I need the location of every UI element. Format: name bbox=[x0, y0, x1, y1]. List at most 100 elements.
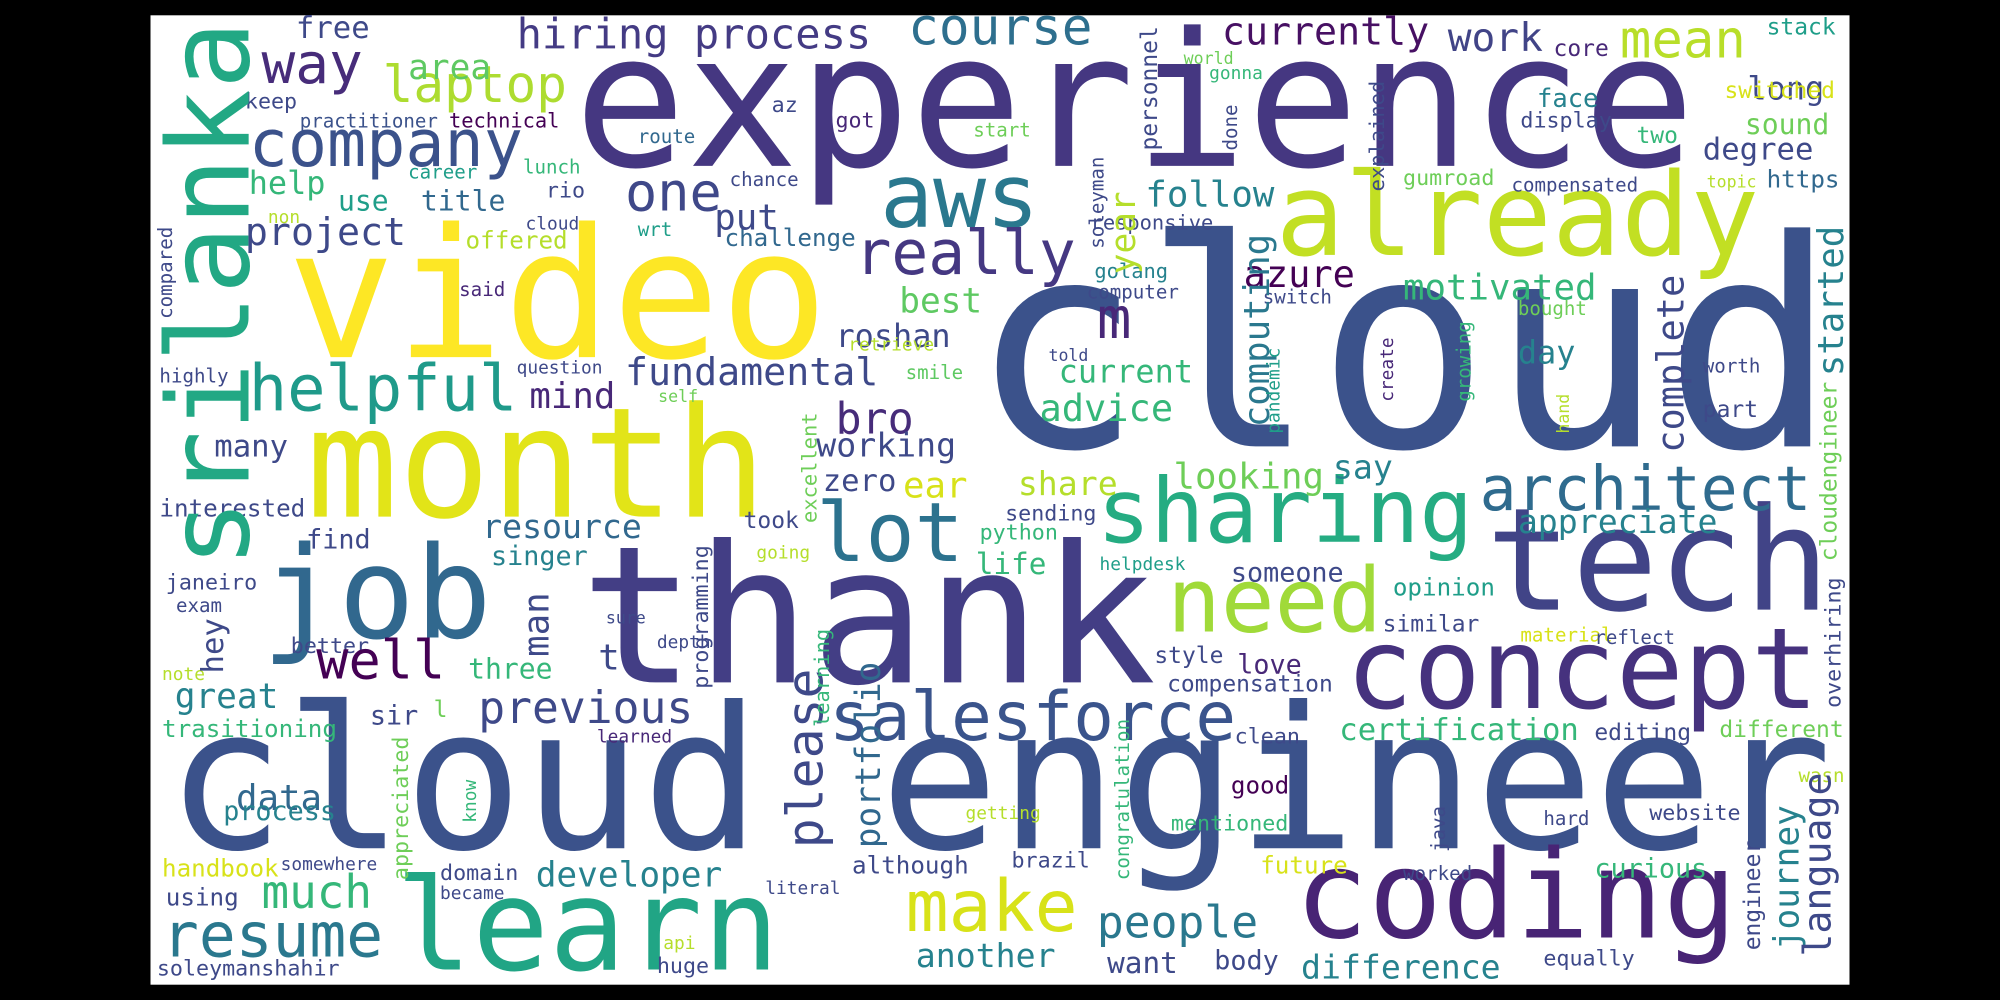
word: one bbox=[625, 160, 722, 223]
word: gumroad bbox=[1403, 166, 1494, 191]
word: work bbox=[1448, 15, 1543, 61]
word: compensation bbox=[1167, 671, 1333, 697]
word: singer bbox=[491, 541, 588, 572]
word: m bbox=[1097, 285, 1132, 352]
word: lot bbox=[816, 486, 963, 581]
word: compensated bbox=[1511, 173, 1638, 196]
word: switch bbox=[1263, 286, 1332, 309]
word: sound bbox=[1745, 108, 1829, 141]
word: love bbox=[1237, 649, 1301, 680]
word: somewhere bbox=[281, 854, 378, 875]
word: janeiro bbox=[166, 570, 257, 595]
word: helpdesk bbox=[1099, 554, 1185, 575]
word: appreciated bbox=[389, 737, 414, 881]
word: aws bbox=[880, 145, 1039, 248]
word: want bbox=[1107, 946, 1178, 980]
word: cloud bbox=[526, 214, 580, 235]
word: editing bbox=[1594, 720, 1691, 746]
word: technical bbox=[449, 109, 560, 133]
word: bro bbox=[835, 395, 913, 445]
word: future bbox=[1260, 852, 1348, 880]
word: great bbox=[175, 677, 279, 717]
word: congratulation bbox=[1111, 719, 1134, 880]
word: azure bbox=[1244, 253, 1355, 296]
word: roshan bbox=[835, 317, 950, 355]
word: engineer bbox=[1740, 840, 1766, 950]
word: free bbox=[296, 11, 370, 46]
word: chance bbox=[730, 168, 799, 191]
word: challenge bbox=[724, 224, 855, 252]
word: stack bbox=[1767, 14, 1836, 40]
word: man bbox=[516, 592, 557, 656]
word: people bbox=[1097, 896, 1258, 948]
word: learn bbox=[395, 852, 779, 1000]
word: data bbox=[236, 778, 322, 819]
canvas bbox=[150, 15, 1850, 985]
word: share bbox=[1018, 464, 1118, 503]
word: compared bbox=[154, 227, 177, 319]
word: concept bbox=[1346, 605, 1819, 735]
word: video bbox=[287, 191, 828, 400]
word: create bbox=[1377, 337, 1398, 401]
word: literal bbox=[765, 878, 840, 899]
word: make bbox=[906, 865, 1078, 948]
word: route bbox=[638, 125, 696, 148]
word: working bbox=[816, 426, 956, 465]
word: architect bbox=[1480, 454, 1812, 525]
word: rio bbox=[546, 179, 585, 204]
word: explained bbox=[1365, 81, 1389, 191]
word: experience bbox=[574, 0, 1695, 210]
word: became bbox=[440, 883, 504, 904]
word: find bbox=[306, 524, 370, 555]
word: worked bbox=[1403, 862, 1472, 885]
word: az bbox=[772, 93, 798, 118]
word: three bbox=[468, 653, 552, 686]
word: started bbox=[1811, 226, 1852, 376]
word: srilanka bbox=[144, 21, 276, 568]
word: certification bbox=[1339, 713, 1579, 748]
word: worth bbox=[1703, 354, 1761, 377]
word: learned bbox=[597, 726, 672, 747]
word: better bbox=[291, 634, 369, 659]
word: previous bbox=[478, 682, 693, 734]
word: know bbox=[460, 779, 481, 822]
word: resume bbox=[162, 901, 383, 972]
word: highly bbox=[159, 365, 228, 388]
word: hand bbox=[1554, 394, 1573, 434]
word: mentioned bbox=[1171, 811, 1288, 836]
word: mean bbox=[1620, 9, 1746, 70]
word: core bbox=[1554, 36, 1609, 62]
word: practitioner bbox=[300, 110, 438, 133]
word: sending bbox=[1005, 501, 1096, 526]
word: currently bbox=[1222, 10, 1429, 55]
word: display bbox=[1520, 109, 1611, 134]
word: computing bbox=[1237, 234, 1278, 427]
word: laptop bbox=[383, 56, 567, 115]
word: degree bbox=[1703, 132, 1814, 167]
word: year bbox=[1104, 191, 1144, 274]
word: another bbox=[916, 936, 1056, 975]
word: domain bbox=[440, 861, 518, 886]
word: material bbox=[1520, 624, 1612, 647]
word: got bbox=[835, 109, 874, 134]
word: sir bbox=[370, 700, 418, 731]
word: appreciate bbox=[1518, 502, 1718, 541]
word: good bbox=[1231, 771, 1289, 799]
word: going bbox=[756, 543, 810, 564]
word: equally bbox=[1543, 947, 1634, 972]
word: pandemic bbox=[1263, 348, 1284, 434]
word: coding bbox=[1295, 823, 1737, 966]
word: non bbox=[268, 207, 300, 228]
word: computer bbox=[1087, 280, 1179, 303]
word: current bbox=[1059, 353, 1193, 391]
word: exam bbox=[176, 594, 222, 617]
word: world bbox=[1184, 49, 1234, 68]
word: java bbox=[1427, 806, 1450, 852]
word: programming bbox=[689, 545, 714, 689]
word: learning bbox=[810, 629, 834, 727]
word: please bbox=[777, 669, 835, 849]
word: self bbox=[658, 387, 698, 406]
word: follow bbox=[1145, 175, 1274, 216]
